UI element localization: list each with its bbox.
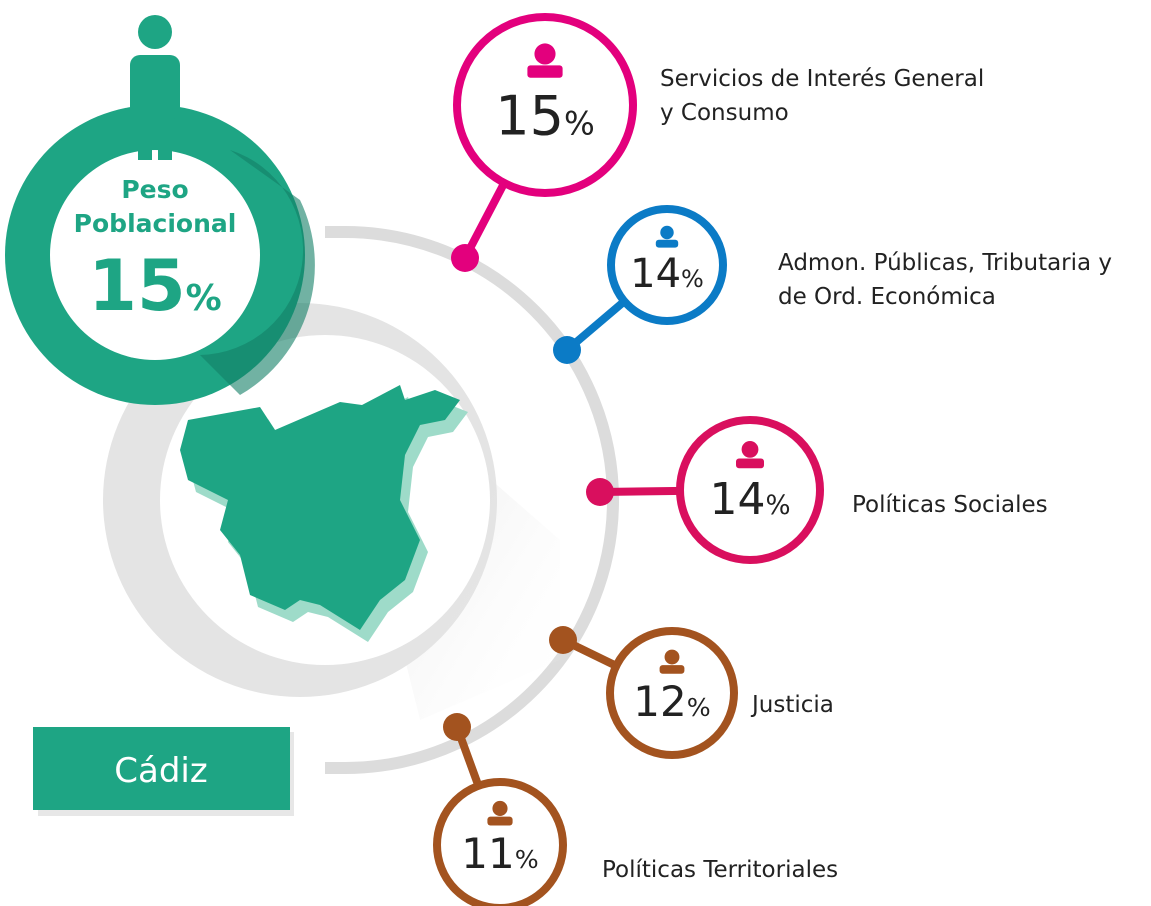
icon-part <box>664 649 680 665</box>
peso-number: 15 <box>88 245 185 327</box>
icon-part <box>492 800 508 817</box>
item-circle <box>607 205 727 325</box>
province-name: Cádiz <box>114 751 207 791</box>
item-unit: % <box>681 265 704 293</box>
province-box <box>33 727 290 810</box>
icon-part <box>659 665 685 674</box>
peso-title: Peso <box>121 175 188 204</box>
item-value: 12% <box>633 677 710 726</box>
icon-part <box>527 65 563 78</box>
item-number: 14 <box>709 474 765 525</box>
item-number: 11 <box>461 829 514 878</box>
item-icon <box>527 43 563 78</box>
connector-dot <box>451 244 479 272</box>
item-number: 14 <box>630 251 681 297</box>
item-value: 11% <box>461 829 538 878</box>
connector-dot <box>553 336 581 364</box>
map <box>180 385 460 630</box>
item-circle <box>433 778 567 906</box>
item-unit: % <box>515 845 539 874</box>
peso-unit: % <box>186 278 222 319</box>
item-label: Admon. Públicas, Tributaria y <box>778 250 1112 276</box>
item-number: 12 <box>633 677 686 726</box>
item-circle <box>606 627 738 759</box>
item-value: 14% <box>709 474 790 525</box>
item-unit: % <box>687 693 711 722</box>
person-icon <box>130 15 180 160</box>
item-icon <box>655 225 679 248</box>
item-label: y Consumo <box>660 100 789 126</box>
item-label: Políticas Sociales <box>852 492 1048 518</box>
item-icon <box>487 800 513 826</box>
icon-part <box>655 239 679 248</box>
item-value: 15% <box>495 85 595 148</box>
item-unit: % <box>765 490 790 521</box>
item-icon <box>659 649 685 674</box>
icon-part <box>487 816 513 826</box>
icon-part <box>736 458 764 469</box>
icon-part <box>534 43 556 65</box>
icon-part <box>741 441 759 458</box>
item-label: Políticas Territoriales <box>602 857 838 883</box>
icon-part <box>660 225 674 240</box>
peso-inner <box>50 150 260 360</box>
peso-shade <box>200 150 315 395</box>
item-label: de Ord. Económica <box>778 284 996 310</box>
connector-dot <box>443 713 471 741</box>
item-label: Justicia <box>750 692 834 718</box>
peso-title: Poblacional <box>74 209 237 238</box>
item-value: 14% <box>630 251 704 297</box>
peso-value: 15% <box>88 245 222 327</box>
item-circle <box>676 416 824 564</box>
connector-dot <box>549 626 577 654</box>
item-unit: % <box>564 105 595 143</box>
connector-dot <box>586 478 614 506</box>
item-circle <box>453 13 637 197</box>
item-label: Servicios de Interés General <box>660 66 984 92</box>
item-number: 15 <box>495 85 564 148</box>
item-icon <box>736 441 764 469</box>
